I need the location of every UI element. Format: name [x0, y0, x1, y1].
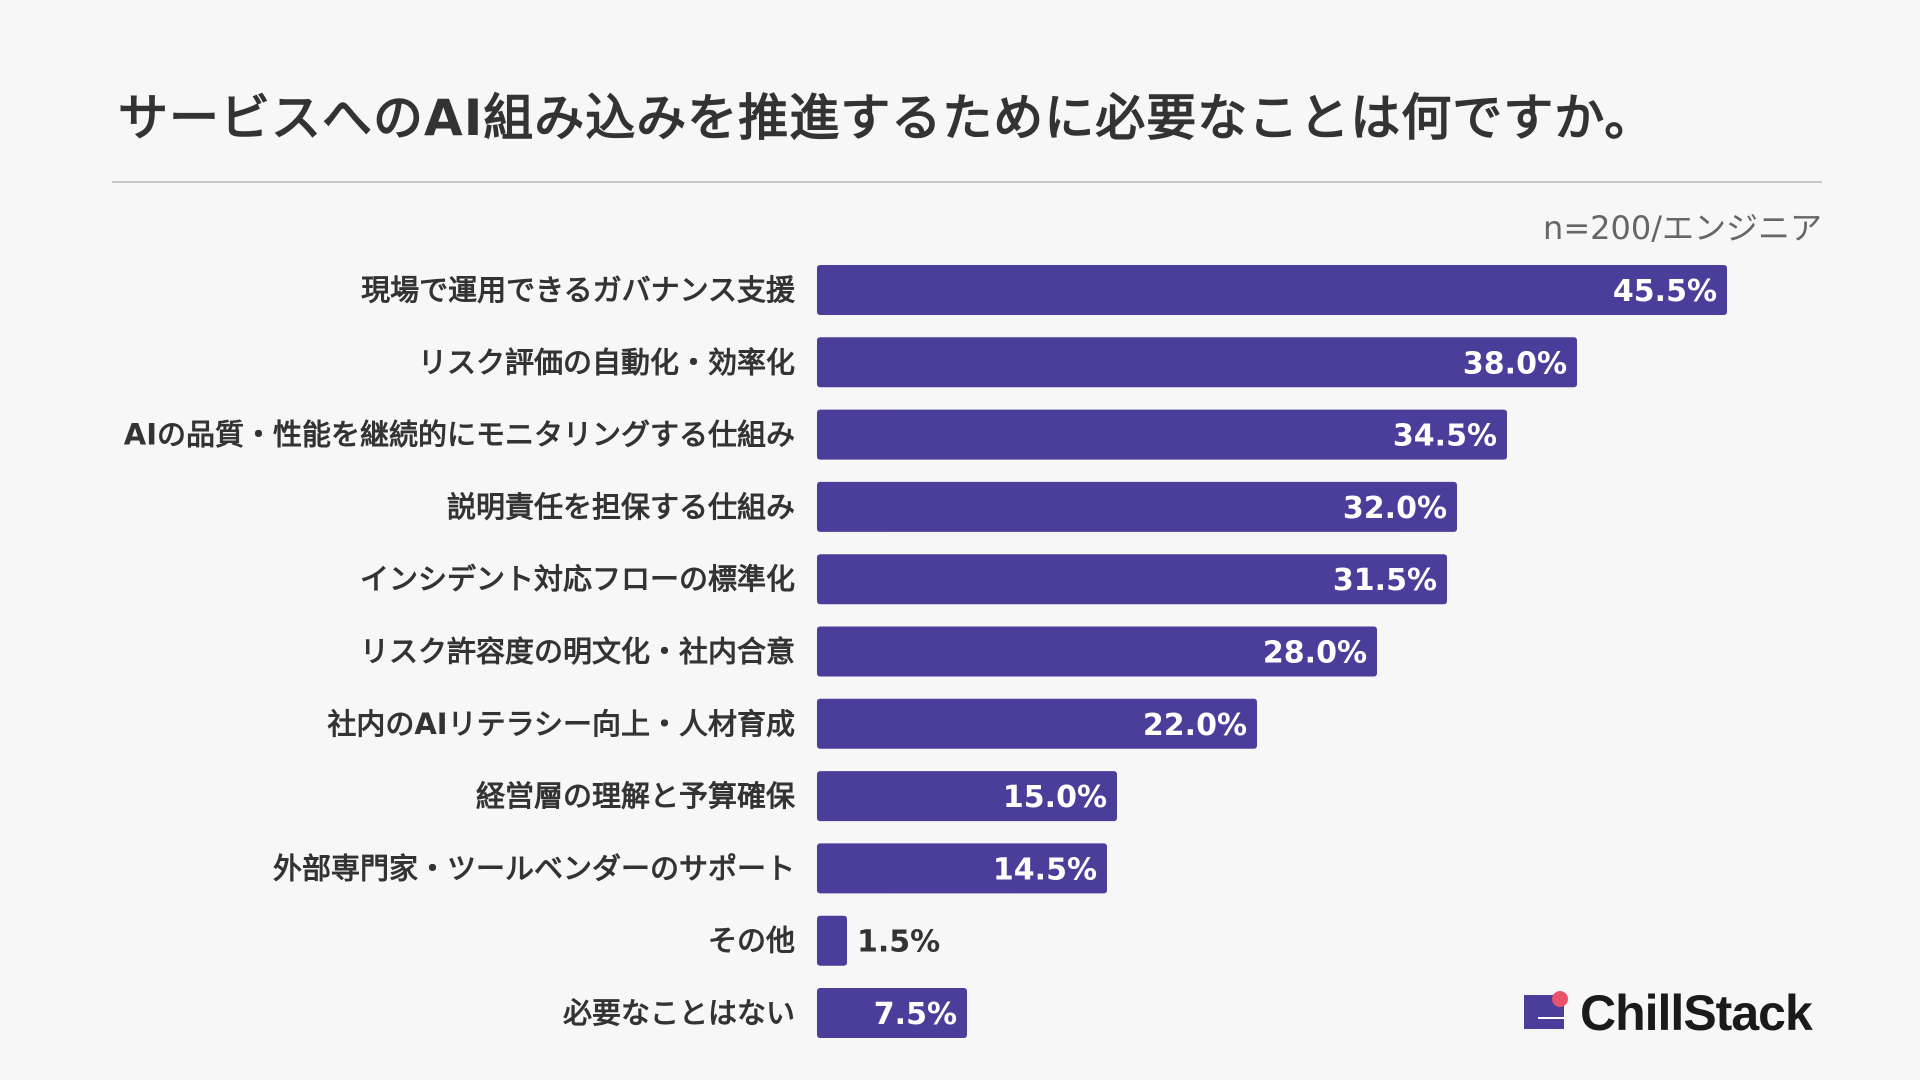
value-label: 15.0% — [1003, 780, 1107, 815]
bar — [817, 481, 1457, 532]
category-label: 外部専門家・ツールベンダーのサポート — [273, 851, 795, 885]
bar — [817, 698, 1257, 749]
bar — [817, 265, 1727, 315]
sample-size-note: n=200/エンジニア — [1543, 209, 1822, 247]
value-label: 28.0% — [1263, 636, 1367, 671]
category-label: リスク評価の自動化・効率化 — [418, 345, 795, 379]
value-label: 22.0% — [1143, 708, 1247, 743]
logo-text: ChillStack — [1580, 985, 1813, 1041]
bar — [817, 915, 847, 966]
value-label: 32.0% — [1343, 491, 1447, 526]
value-label: 1.5% — [857, 925, 940, 960]
value-label: 7.5% — [874, 997, 957, 1032]
category-label: 社内のAIリテラシー向上・人材育成 — [327, 707, 795, 741]
bar — [817, 554, 1447, 605]
value-label: 38.0% — [1463, 346, 1567, 381]
bar — [817, 409, 1507, 460]
category-label: AIの品質・性能を継続的にモニタリングする仕組み — [124, 418, 795, 452]
category-label: 現場で運用できるガバナンス支援 — [361, 273, 796, 307]
bar — [817, 626, 1377, 677]
chillstack-logo: ChillStack — [1524, 984, 1813, 1042]
bar — [817, 988, 967, 1038]
category-label: リスク許容度の明文化・社内合意 — [360, 635, 795, 669]
category-label: インシデント対応フローの標準化 — [360, 562, 795, 596]
title-divider — [112, 181, 1822, 183]
value-label: 34.5% — [1393, 419, 1497, 454]
category-label: 経営層の理解と予算確保 — [476, 779, 796, 813]
category-label: その他 — [708, 924, 795, 958]
chart-title: サービスへのAI組み込みを推進するために必要なことは何ですか。 — [118, 89, 1656, 147]
bar — [817, 843, 1107, 894]
value-label: 14.5% — [993, 852, 1097, 887]
value-label: 45.5% — [1613, 274, 1717, 309]
bar — [817, 337, 1577, 388]
logo-mark-icon — [1524, 991, 1568, 1029]
category-label: 説明責任を担保する仕組み — [447, 490, 795, 524]
category-label: 必要なことはない — [563, 996, 795, 1030]
value-label: 31.5% — [1333, 563, 1437, 598]
bar — [817, 771, 1117, 822]
